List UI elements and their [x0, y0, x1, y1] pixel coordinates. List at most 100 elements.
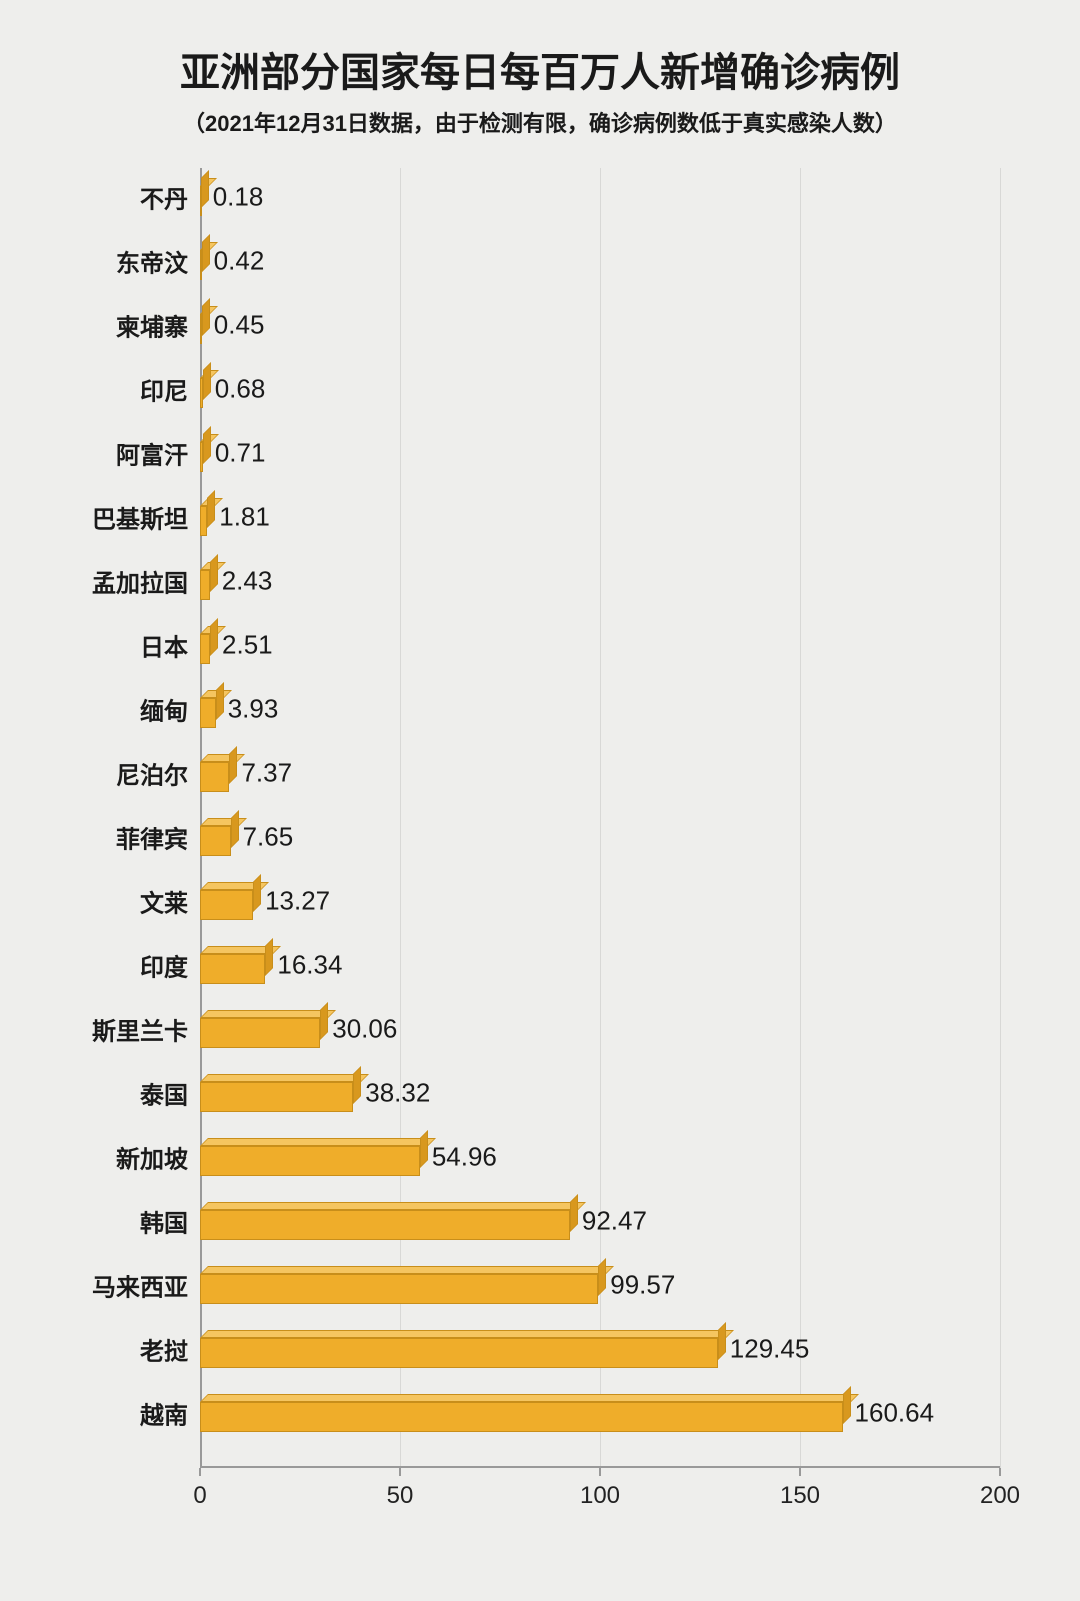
value-label: 2.43 — [222, 566, 273, 597]
category-label: 越南 — [140, 1396, 188, 1431]
bar-front-face — [200, 1274, 598, 1304]
category-label: 泰国 — [140, 1076, 188, 1111]
bar — [200, 242, 202, 280]
bar-front-face — [200, 1210, 570, 1240]
bar-row: 老挝129.45 — [200, 1330, 1000, 1368]
bar-side-face — [210, 618, 218, 656]
bar-side-face — [229, 746, 237, 784]
bar-side-face — [202, 298, 210, 336]
value-label: 0.18 — [213, 182, 264, 213]
bar-top-face — [200, 754, 245, 762]
bar-top-face — [200, 1330, 734, 1338]
x-tick-mark — [399, 1468, 401, 1476]
bar-front-face — [200, 1402, 843, 1432]
value-label: 30.06 — [332, 1014, 397, 1045]
bar-side-face — [203, 362, 211, 400]
bar-front-face — [200, 1338, 718, 1368]
bar-side-face — [216, 682, 224, 720]
bar-side-face — [420, 1130, 428, 1168]
bar-row: 泰国38.32 — [200, 1074, 1000, 1112]
bar-row: 马来西亚99.57 — [200, 1266, 1000, 1304]
bar-side-face — [265, 938, 273, 976]
bar-side-face — [231, 810, 239, 848]
bar — [200, 562, 210, 600]
bar-side-face — [843, 1386, 851, 1424]
x-tick-mark — [799, 1468, 801, 1476]
bars-area: 不丹0.18东帝汶0.42柬埔寨0.45印尼0.68阿富汗0.71巴基斯坦1.8… — [200, 178, 1000, 1458]
bar-front-face — [200, 634, 210, 664]
bar — [200, 178, 201, 216]
category-label: 阿富汗 — [116, 436, 188, 471]
bar-row: 不丹0.18 — [200, 178, 1000, 216]
category-label: 韩国 — [140, 1204, 188, 1239]
chart-title: 亚洲部分国家每日每百万人新增确诊病例 — [40, 40, 1040, 98]
bar — [200, 1330, 718, 1368]
bar-row: 缅甸3.93 — [200, 690, 1000, 728]
bar-front-face — [200, 698, 216, 728]
gridline — [1000, 168, 1001, 1468]
bar-row: 韩国92.47 — [200, 1202, 1000, 1240]
bar — [200, 1138, 420, 1176]
value-label: 0.42 — [214, 246, 265, 277]
value-label: 129.45 — [730, 1334, 810, 1365]
bar — [200, 946, 265, 984]
category-label: 老挝 — [140, 1332, 188, 1367]
bar-top-face — [200, 818, 247, 826]
category-label: 菲律宾 — [116, 820, 188, 855]
category-label: 印度 — [140, 948, 188, 983]
plot-area: 050100150200 不丹0.18东帝汶0.42柬埔寨0.45印尼0.68阿… — [200, 168, 1000, 1508]
bar-top-face — [200, 1202, 586, 1210]
bar-row: 文莱13.27 — [200, 882, 1000, 920]
value-label: 0.45 — [214, 310, 265, 341]
bar — [200, 1266, 598, 1304]
bar — [200, 1010, 320, 1048]
bar-row: 孟加拉国2.43 — [200, 562, 1000, 600]
value-label: 54.96 — [432, 1142, 497, 1173]
bar — [200, 818, 231, 856]
category-label: 孟加拉国 — [92, 564, 188, 599]
value-label: 38.32 — [365, 1078, 430, 1109]
bar-row: 尼泊尔7.37 — [200, 754, 1000, 792]
bar — [200, 1074, 353, 1112]
bar-row: 印度16.34 — [200, 946, 1000, 984]
bar-top-face — [200, 1010, 336, 1018]
value-label: 13.27 — [265, 886, 330, 917]
bar-side-face — [201, 170, 209, 208]
bar-side-face — [207, 490, 215, 528]
value-label: 0.68 — [215, 374, 266, 405]
bar-top-face — [200, 1266, 614, 1274]
bar — [200, 1394, 843, 1432]
category-label: 不丹 — [140, 180, 188, 215]
category-label: 斯里兰卡 — [92, 1012, 188, 1047]
bar-side-face — [718, 1322, 726, 1360]
category-label: 新加坡 — [116, 1140, 188, 1175]
bar — [200, 882, 253, 920]
x-tick-mark — [599, 1468, 601, 1476]
bar-row: 斯里兰卡30.06 — [200, 1010, 1000, 1048]
bar-front-face — [200, 954, 265, 984]
category-label: 印尼 — [140, 372, 188, 407]
bar-row: 东帝汶0.42 — [200, 242, 1000, 280]
category-label: 东帝汶 — [116, 244, 188, 279]
x-tick-label: 150 — [780, 1482, 820, 1510]
value-label: 7.37 — [241, 758, 292, 789]
x-tick-label: 50 — [387, 1482, 414, 1510]
bar-front-face — [200, 890, 253, 920]
bar-side-face — [598, 1258, 606, 1296]
category-label: 日本 — [140, 628, 188, 663]
bar-top-face — [200, 1074, 369, 1082]
value-label: 3.93 — [228, 694, 279, 725]
category-label: 缅甸 — [140, 692, 188, 727]
bar-row: 印尼0.68 — [200, 370, 1000, 408]
x-tick-label: 100 — [580, 1482, 620, 1510]
bar-row: 新加坡54.96 — [200, 1138, 1000, 1176]
bar-side-face — [210, 554, 218, 592]
bar-front-face — [200, 570, 210, 600]
bar-top-face — [200, 1138, 436, 1146]
category-label: 文莱 — [140, 884, 188, 919]
bar-side-face — [570, 1194, 578, 1232]
value-label: 7.65 — [243, 822, 294, 853]
x-tick-label: 200 — [980, 1482, 1020, 1510]
bar-front-face — [200, 1018, 320, 1048]
bar — [200, 1202, 570, 1240]
